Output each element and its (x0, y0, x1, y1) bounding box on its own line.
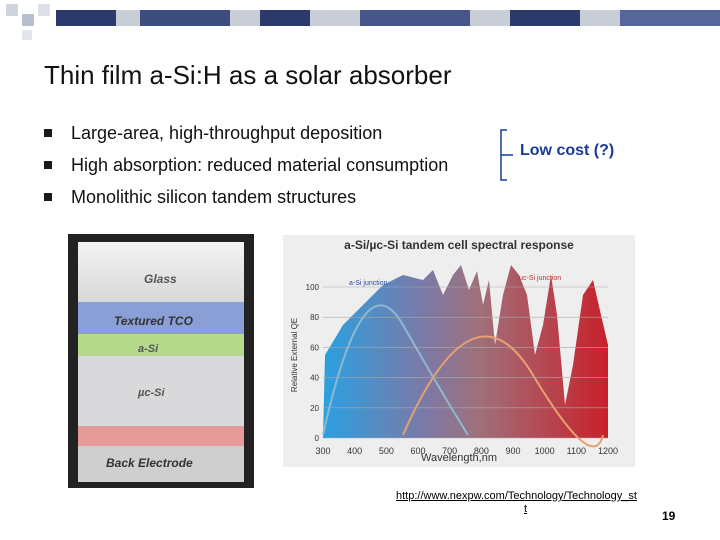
link-line: http://www.nexpw.com/Technology/Technolo… (396, 490, 637, 502)
x-tick-label: 300 (315, 446, 330, 456)
x-tick-label: 900 (505, 446, 520, 456)
layer-figure: Glass Textured TCO a-Si µc-Si Back Elect… (68, 234, 254, 488)
layer-back (78, 446, 244, 482)
bullet: High absorption: reduced material consum… (44, 155, 448, 176)
link-line: t (524, 503, 528, 515)
bullet-text: Monolithic silicon tandem structures (71, 187, 357, 207)
figure-title: a-Si/µc-Si tandem cell spectral response (344, 238, 574, 252)
layer-label: Back Electrode (106, 456, 193, 470)
y-tick-label: 60 (310, 343, 319, 352)
y-label: Relative External QE (290, 318, 299, 392)
x-tick-label: 600 (410, 446, 425, 456)
x-tick-label: 1100 (567, 446, 586, 456)
bullet-text: Large-area, high-throughput deposition (71, 123, 383, 143)
y-tick-label: 100 (306, 283, 320, 292)
spectrum-area (323, 265, 608, 438)
layer-label: a-Si (138, 343, 159, 355)
layer-asi (78, 334, 244, 356)
layer-label: Glass (144, 272, 177, 286)
bracket-line (500, 129, 513, 181)
deco-bar (140, 10, 230, 26)
page-number: 19 (662, 509, 676, 523)
deco-bar (510, 10, 580, 26)
y-tick-label: 40 (310, 374, 319, 383)
bullet-text: High absorption: reduced material consum… (71, 155, 449, 175)
deco-bar (360, 10, 470, 26)
x-tick-label: 1200 (598, 446, 618, 456)
x-tick-label: 500 (379, 446, 394, 456)
x-tick-label: 400 (347, 446, 362, 456)
deco-square (22, 30, 32, 40)
deco-bar (620, 10, 720, 26)
layer-glass (78, 242, 244, 302)
annotation: µc-Si junction (519, 275, 561, 282)
x-tick-label: 1000 (535, 446, 555, 456)
x-tick-label: 800 (474, 446, 489, 456)
top-band (6, 4, 720, 40)
ucsi-curve (402, 335, 604, 448)
slide-title: Thin film a-Si:H as a solar absorber (44, 60, 452, 90)
y-tick-label: 20 (310, 404, 319, 413)
asi-curve (322, 304, 469, 436)
deco-bar (260, 10, 310, 26)
deco-square (38, 4, 50, 16)
annotation: a-Si junction (349, 280, 388, 287)
bullet: Large-area, high-throughput deposition (44, 123, 382, 144)
layer-back-top (78, 426, 244, 446)
x-label: Wavelength,nm (421, 452, 497, 464)
deco-square (6, 4, 18, 16)
bullet: Monolithic silicon tandem structures (44, 187, 356, 208)
spectral-figure: a-Si/µc-Si tandem cell spectral response… (283, 235, 635, 467)
y-tick-label: 80 (310, 313, 319, 322)
source-link[interactable]: http://www.nexpw.com/Technology/Technolo… (396, 490, 637, 516)
layer-label: Textured TCO (114, 314, 194, 328)
bracket (500, 129, 513, 181)
deco-bar (56, 10, 116, 26)
deco-square (22, 14, 34, 26)
layer-ucsi (78, 356, 244, 426)
y-tick-label: 0 (315, 434, 320, 443)
bracket-note: Low cost (?) (520, 142, 615, 159)
layer-label: µc-Si (137, 387, 165, 399)
x-tick-label: 700 (442, 446, 457, 456)
layer-tco (78, 302, 244, 334)
